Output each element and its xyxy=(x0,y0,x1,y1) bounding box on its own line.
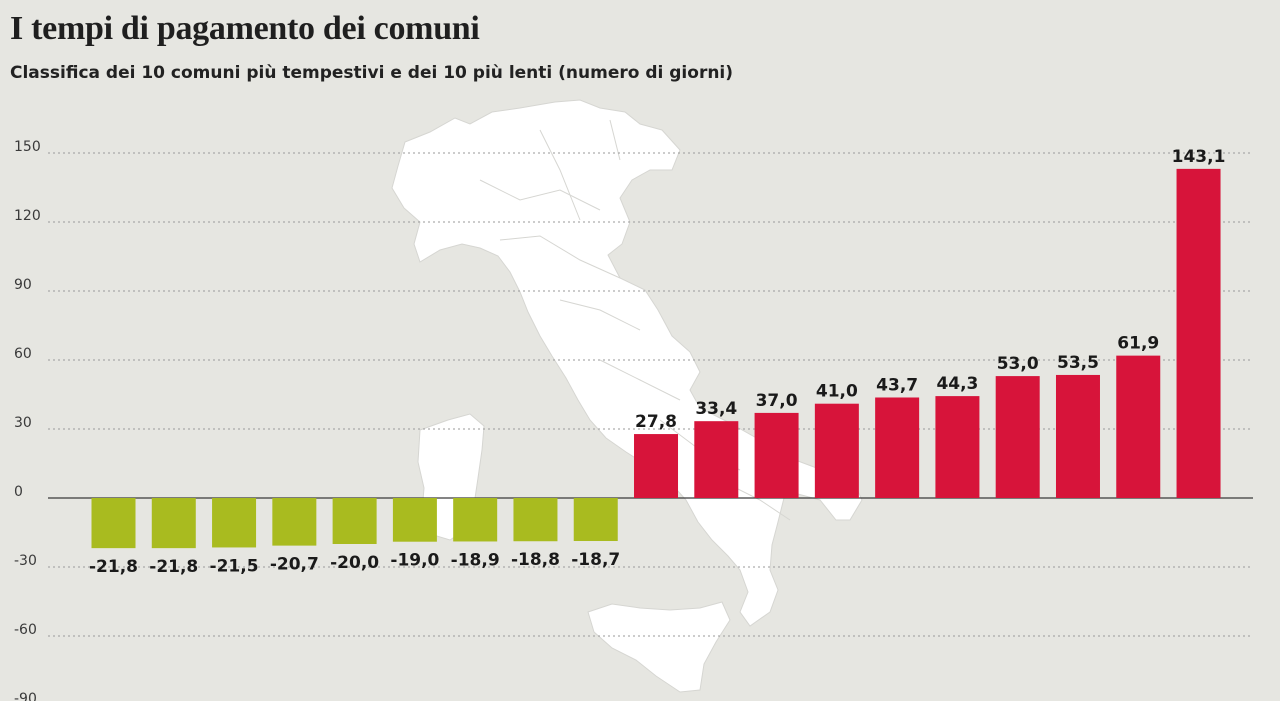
chart-subtitle: Classifica dei 10 comuni più tempestivi … xyxy=(10,63,734,83)
bar xyxy=(754,412,799,498)
bar-value-label: -21,5 xyxy=(210,556,259,576)
y-tick-label: -30 xyxy=(14,553,37,569)
bar xyxy=(212,498,257,548)
bar-value-label: 53,0 xyxy=(997,354,1039,374)
bar xyxy=(1116,355,1161,498)
bar-value-label: 33,4 xyxy=(695,399,737,419)
bar xyxy=(151,498,196,549)
bar xyxy=(1055,374,1100,498)
y-tick-label: -90 xyxy=(14,691,37,701)
bar-value-label: -20,7 xyxy=(270,555,319,575)
bar-value-label: -18,8 xyxy=(511,550,560,570)
bar xyxy=(935,396,980,498)
bar xyxy=(995,376,1040,498)
bar-value-label: -20,0 xyxy=(330,553,379,573)
y-tick-label: 0 xyxy=(14,484,23,500)
bar-value-label: -21,8 xyxy=(149,557,198,577)
bar-value-label: -18,9 xyxy=(451,550,500,570)
bar xyxy=(91,498,136,549)
data-labels: -21,8 -21,8 -21,5 -20,7 -20,0 -19,0 -18,9 -18,8… xyxy=(89,147,1225,577)
bar-value-label: 37,0 xyxy=(756,391,798,411)
sicily xyxy=(587,601,731,693)
bar xyxy=(392,498,437,542)
y-tick-label: 30 xyxy=(14,415,32,431)
bar xyxy=(573,498,618,542)
bar xyxy=(694,421,739,498)
bar xyxy=(814,403,859,498)
bar-value-label: 143,1 xyxy=(1172,147,1226,167)
y-tick-label: -60 xyxy=(14,622,37,638)
bar-value-label: -19,0 xyxy=(390,551,439,571)
bar-value-label: 27,8 xyxy=(635,412,677,432)
italy-mainland xyxy=(391,99,863,627)
bar-value-label: 41,0 xyxy=(816,382,858,402)
y-tick-label: 90 xyxy=(14,277,32,293)
bar xyxy=(875,397,920,498)
bar xyxy=(453,498,498,542)
italy-map-image xyxy=(391,99,863,693)
bar xyxy=(272,498,317,546)
bar xyxy=(332,498,377,544)
chart-title: I tempi di pagamento dei comuni xyxy=(10,10,480,47)
bar-value-label: 53,5 xyxy=(1057,353,1099,373)
y-tick-label: 60 xyxy=(14,346,32,362)
y-tick-label: 150 xyxy=(14,139,41,155)
bar-value-label: 44,3 xyxy=(936,374,978,394)
bar-value-label: -18,7 xyxy=(571,550,620,570)
bar xyxy=(513,498,558,542)
bar xyxy=(634,434,679,498)
bar-value-label: 61,9 xyxy=(1117,334,1159,354)
y-tick-label: 120 xyxy=(14,208,41,224)
bar-value-label: -21,8 xyxy=(89,557,138,577)
bar-value-label: 43,7 xyxy=(876,375,918,395)
bar xyxy=(1176,168,1221,498)
y-axis: 150 120 90 60 30 0 -30 -60 -90 xyxy=(14,139,41,701)
bars xyxy=(91,168,1221,549)
